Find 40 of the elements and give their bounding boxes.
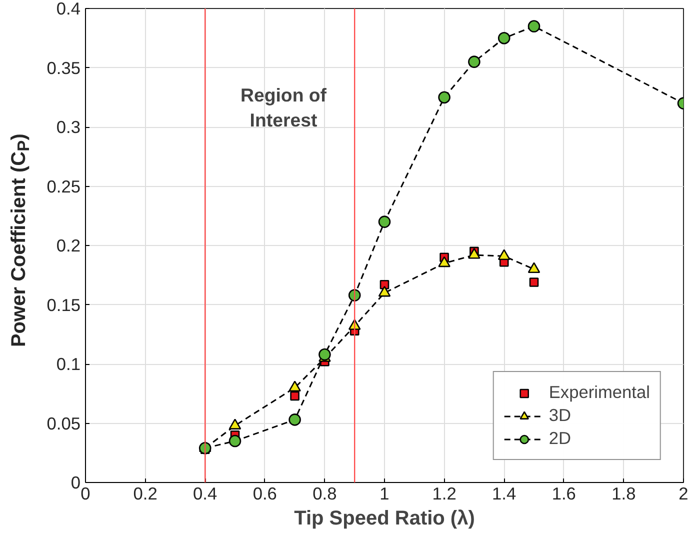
point: [438, 256, 450, 268]
point: [318, 348, 331, 361]
point: [498, 32, 510, 44]
point: [228, 418, 242, 430]
x-tick-label: 0.8: [312, 484, 337, 504]
point: [498, 249, 510, 260]
y-tick-label: 0.2: [56, 236, 81, 256]
x-tick-label: 1.8: [612, 484, 636, 504]
y-tick-label: 0.25: [46, 176, 81, 196]
y-tick-label: 0.05: [46, 413, 81, 434]
x-tick-label: 1.4: [492, 484, 517, 504]
point: [288, 380, 301, 392]
point: [468, 248, 480, 259]
x-axis-title: Tip Speed Ratio (λ): [294, 508, 475, 530]
x-tick-label: 0.6: [252, 484, 277, 504]
legend-label: Experimental: [548, 382, 650, 403]
legend-label: 2D: [548, 428, 572, 449]
x-tick-label: 2: [678, 484, 688, 504]
y-tick-label: 0.4: [56, 0, 81, 18]
point: [228, 434, 242, 448]
y-tick-label: 0.1: [56, 354, 81, 374]
annotation: Region of Interest: [240, 84, 328, 131]
point: [378, 286, 391, 297]
legend-label: 3D: [548, 405, 572, 426]
y-tick-label: 0.35: [46, 58, 81, 78]
point: [529, 278, 539, 287]
point: [528, 20, 540, 32]
y-tick-label: 0.3: [56, 117, 81, 137]
x-tick-label: 1.6: [552, 484, 576, 504]
point: [468, 56, 480, 68]
point: [288, 414, 301, 426]
point: [290, 391, 300, 401]
x-tick-label: 0.4: [193, 484, 218, 504]
point: [438, 91, 450, 104]
x-tick-label: 1.2: [432, 484, 456, 504]
y-tick-label: 0.15: [46, 294, 81, 315]
point: [528, 262, 540, 274]
x-tick-label: 0.2: [133, 484, 158, 504]
x-tick-label: 1: [380, 484, 390, 504]
point: [378, 216, 391, 228]
